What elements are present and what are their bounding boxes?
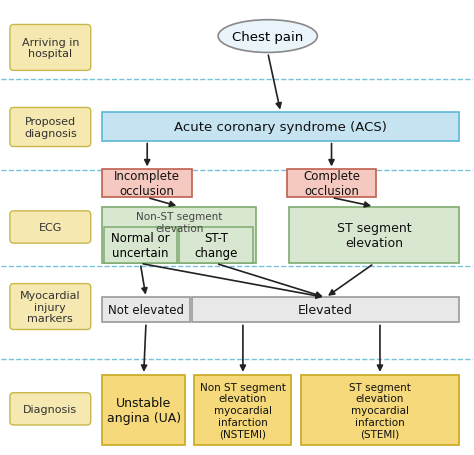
FancyBboxPatch shape (10, 212, 91, 243)
FancyBboxPatch shape (102, 207, 256, 264)
FancyBboxPatch shape (287, 170, 376, 198)
Text: Elevated: Elevated (298, 304, 353, 317)
FancyBboxPatch shape (104, 228, 177, 264)
Text: Arriving in
hospital: Arriving in hospital (22, 38, 79, 59)
FancyBboxPatch shape (301, 375, 459, 445)
Text: Unstable
angina (UA): Unstable angina (UA) (107, 396, 181, 424)
Text: Incomplete
occlusion: Incomplete occlusion (114, 170, 180, 198)
Text: Chest pain: Chest pain (232, 30, 303, 44)
FancyBboxPatch shape (102, 298, 190, 323)
Text: ECG: ECG (39, 222, 62, 233)
FancyBboxPatch shape (102, 170, 192, 198)
FancyBboxPatch shape (102, 113, 459, 142)
FancyBboxPatch shape (10, 108, 91, 147)
Text: Myocardial
injury
markers: Myocardial injury markers (20, 290, 81, 324)
FancyBboxPatch shape (102, 375, 185, 445)
FancyBboxPatch shape (179, 228, 253, 264)
Text: Non-ST segment
elevation: Non-ST segment elevation (136, 212, 222, 233)
FancyBboxPatch shape (194, 375, 292, 445)
Text: Diagnosis: Diagnosis (23, 404, 77, 414)
Text: ST segment
elevation
myocardial
infarction
(STEMI): ST segment elevation myocardial infarcti… (349, 382, 411, 438)
FancyBboxPatch shape (192, 298, 459, 323)
Text: Proposed
diagnosis: Proposed diagnosis (24, 117, 77, 138)
Text: Complete
occlusion: Complete occlusion (303, 170, 360, 198)
FancyBboxPatch shape (289, 207, 459, 264)
Ellipse shape (218, 20, 318, 53)
Text: Acute coronary syndrome (ACS): Acute coronary syndrome (ACS) (174, 121, 387, 134)
Text: Normal or
uncertain: Normal or uncertain (111, 232, 170, 260)
Text: Not elevated: Not elevated (108, 304, 184, 317)
FancyBboxPatch shape (10, 393, 91, 425)
Text: ST-T
change: ST-T change (194, 232, 237, 260)
Text: Non ST segment
elevation
myocardial
infarction
(NSTEMI): Non ST segment elevation myocardial infa… (200, 382, 286, 438)
Text: ST segment
elevation: ST segment elevation (337, 222, 411, 249)
FancyBboxPatch shape (10, 25, 91, 71)
FancyBboxPatch shape (10, 284, 91, 330)
